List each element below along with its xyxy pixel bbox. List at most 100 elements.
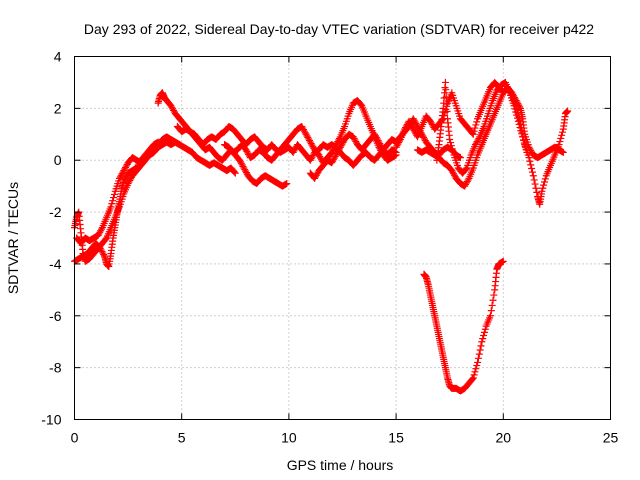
- data-point-marker: [396, 137, 404, 145]
- data-point-marker: [307, 155, 315, 163]
- data-point-marker: [449, 148, 457, 156]
- data-point-marker: [303, 132, 311, 140]
- data-point-marker: [443, 107, 451, 115]
- data-point-marker: [122, 163, 130, 171]
- data-point-marker: [462, 179, 470, 187]
- plot-frame: [74, 56, 611, 420]
- data-point-marker: [242, 169, 250, 177]
- data-point-marker: [304, 133, 312, 141]
- data-point-marker: [420, 133, 428, 141]
- data-point-marker: [351, 136, 359, 144]
- data-point-marker: [317, 154, 325, 162]
- data-point-marker: [373, 135, 381, 143]
- data-point-marker: [488, 301, 496, 309]
- data-point-marker: [378, 143, 386, 151]
- data-point-marker: [446, 135, 454, 143]
- data-point-marker: [412, 119, 420, 127]
- data-point-marker: [475, 350, 483, 358]
- data-point-marker: [528, 168, 536, 176]
- y-tick-label: -2: [49, 204, 62, 220]
- data-point-marker: [97, 246, 105, 254]
- data-point-marker: [118, 170, 126, 178]
- data-point-marker: [167, 102, 175, 110]
- data-point-marker: [316, 153, 324, 161]
- data-point-marker: [352, 138, 360, 146]
- data-point-marker: [329, 145, 337, 153]
- data-point-marker: [514, 117, 522, 125]
- data-point-marker: [371, 130, 379, 138]
- data-point-marker: [117, 171, 125, 179]
- data-point-marker: [108, 200, 116, 208]
- data-point-marker: [116, 174, 124, 182]
- data-point-marker: [470, 127, 478, 135]
- x-tick-label: 10: [281, 430, 297, 446]
- data-point-marker: [336, 143, 344, 151]
- data-point-marker: [329, 147, 337, 155]
- data-point-marker: [242, 146, 250, 154]
- data-point-marker: [413, 121, 421, 129]
- data-point-marker: [479, 335, 487, 343]
- data-point-marker: [127, 175, 135, 183]
- data-point-marker: [154, 138, 162, 146]
- data-point-marker: [313, 170, 321, 178]
- x-tick-label: 5: [178, 430, 186, 446]
- data-point-marker: [442, 86, 450, 94]
- data-point-marker: [283, 180, 291, 188]
- data-point-marker: [328, 159, 336, 167]
- data-point-marker: [306, 138, 314, 146]
- data-point-marker: [406, 119, 414, 127]
- data-point-marker: [333, 149, 341, 157]
- data-point-marker: [305, 137, 313, 145]
- data-point-marker: [473, 138, 481, 146]
- data-point-marker: [120, 167, 128, 175]
- data-point-marker: [94, 231, 102, 239]
- data-point-marker: [533, 188, 541, 196]
- data-point-marker: [333, 139, 341, 147]
- data-point-marker: [392, 143, 400, 151]
- data-point-marker: [525, 154, 533, 162]
- y-tick-label: -8: [49, 360, 62, 376]
- data-point-marker: [240, 164, 248, 172]
- data-point-marker: [109, 197, 117, 205]
- data-point-marker: [332, 151, 340, 159]
- data-point-marker: [476, 346, 484, 354]
- data-point-marker: [513, 111, 521, 119]
- data-point-marker: [300, 127, 308, 135]
- data-point-marker: [462, 181, 470, 189]
- data-point-marker: [447, 139, 455, 147]
- data-point-marker: [335, 136, 343, 144]
- data-point-marker: [513, 114, 521, 122]
- data-point-marker: [447, 142, 455, 150]
- data-point-marker: [472, 365, 480, 373]
- data-point-marker: [471, 124, 479, 132]
- data-point-marker: [521, 142, 529, 150]
- data-point-marker: [307, 140, 315, 148]
- data-point-marker: [409, 115, 417, 123]
- data-point-marker: [176, 141, 184, 149]
- x-axis-label: GPS time / hours: [287, 457, 394, 473]
- data-point-marker: [556, 138, 564, 146]
- data-point-marker: [330, 154, 338, 162]
- x-tick-label: 25: [603, 430, 619, 446]
- data-point-marker: [116, 173, 124, 181]
- data-point-marker: [518, 130, 526, 138]
- data-point-marker: [133, 164, 141, 172]
- data-point-marker: [244, 149, 252, 157]
- data-point-marker: [540, 181, 548, 189]
- data-point-marker: [394, 140, 402, 148]
- data-point-marker: [448, 145, 456, 153]
- data-point-marker: [169, 105, 177, 113]
- data-point-marker: [419, 132, 427, 140]
- data-point-marker: [126, 176, 134, 184]
- data-point-marker: [555, 141, 563, 149]
- data-point-marker: [311, 173, 319, 181]
- data-point-marker: [289, 148, 297, 156]
- data-point-marker: [120, 177, 128, 185]
- data-point-marker: [410, 127, 418, 135]
- data-point-marker: [471, 368, 479, 376]
- data-point-marker: [408, 124, 416, 132]
- data-point-marker: [515, 120, 523, 128]
- data-point-marker: [472, 139, 480, 147]
- data-point-marker: [331, 142, 339, 150]
- data-point-marker: [481, 325, 489, 333]
